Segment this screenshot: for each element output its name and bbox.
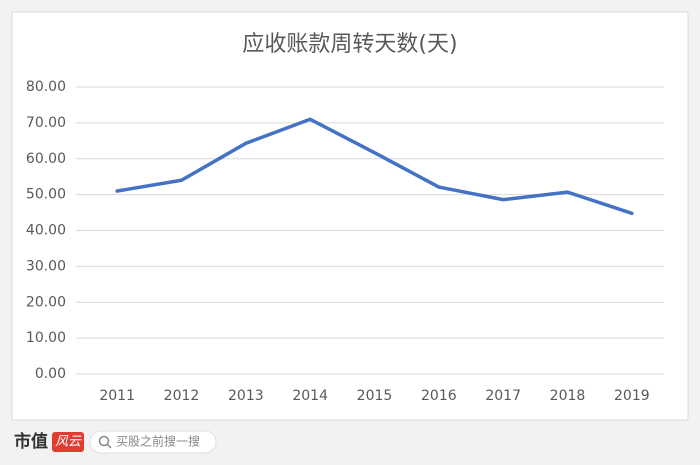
- x-tick-label: 2011: [99, 388, 135, 404]
- line-series: [115, 117, 634, 216]
- brand: 市值: [14, 431, 48, 452]
- x-tick-label: 2017: [485, 388, 521, 404]
- brand-badge: [52, 432, 84, 452]
- y-tick-label: 50.00: [26, 187, 66, 203]
- search-text: 买股之前搜一搜: [116, 434, 200, 449]
- search-icon-handle: [106, 443, 112, 449]
- y-tick-label: 40.00: [26, 223, 66, 239]
- y-tick-label: 70.00: [26, 115, 66, 131]
- chart-title: 应收账款周转天数(天): [242, 32, 457, 57]
- x-tick-label: 2012: [164, 388, 200, 404]
- y-tick-label: 0.00: [35, 366, 66, 382]
- y-tick-label: 10.00: [26, 330, 66, 346]
- y-tick-label: 30.00: [26, 258, 66, 274]
- x-tick-label: 2015: [357, 388, 393, 404]
- x-tick-label: 2016: [421, 388, 457, 404]
- x-tick-label: 2013: [228, 388, 264, 404]
- y-tick-label: 60.00: [26, 151, 66, 167]
- x-tick-label: 2019: [614, 388, 650, 404]
- plot-area: 0.00 10.00 20.00 30.00 40.00 50.00 60.00 70.00 8…: [26, 79, 664, 404]
- y-tick-label: 80.00: [26, 79, 66, 95]
- search-icon: [98, 435, 110, 447]
- chart-card: [11, 11, 689, 421]
- x-tick-label: 2014: [292, 388, 328, 404]
- search-box[interactable]: [89, 430, 217, 454]
- y-tick-label: 20.00: [26, 294, 66, 310]
- x-tick-label: 2018: [550, 388, 586, 404]
- brand-tag: 风云: [55, 435, 82, 450]
